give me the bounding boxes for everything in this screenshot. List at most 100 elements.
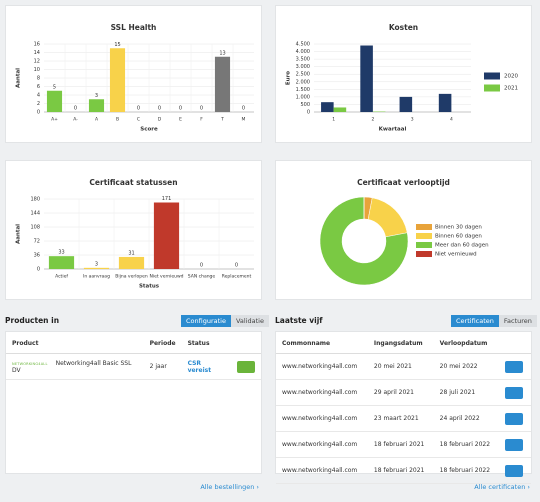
- action-cell: [499, 457, 531, 484]
- y-tick-label: 1.500: [296, 87, 310, 93]
- cell: www.networking4all.com: [276, 353, 368, 380]
- data-label: 0: [200, 263, 203, 269]
- logo: NETWORKING4ALL: [12, 361, 48, 366]
- legend-label: Binnen 60 dagen: [435, 234, 482, 240]
- y-tick-label: 0: [37, 110, 40, 116]
- y-tick-label: 1.000: [296, 94, 310, 100]
- y-tick-label: 8: [37, 76, 40, 82]
- view-button[interactable]: [505, 360, 524, 373]
- column-header: Verloopdatum: [433, 332, 500, 354]
- x-axis-title: Score: [140, 127, 158, 133]
- bar: [399, 96, 413, 112]
- y-tick-label: 3.000: [296, 64, 310, 70]
- legend-swatch: [416, 224, 432, 230]
- view-button[interactable]: [505, 438, 524, 451]
- tab[interactable]: Validatie: [230, 315, 269, 327]
- tabs: Configuratie Validatie: [181, 315, 269, 327]
- x-tick-label: In aanvraag: [83, 274, 110, 280]
- view-button[interactable]: [505, 412, 524, 425]
- chart: Certificaat verlooptijd Binnen 30 dagen Bi…: [319, 178, 489, 286]
- latest-table: Commonname Ingangsdatum Verloopdatum www.ne…: [276, 332, 531, 484]
- legend-label: Binnen 30 dagen: [435, 225, 482, 231]
- table-row: www.networking4all.com 23 maart 2021 24 ap…: [276, 405, 531, 432]
- legend-swatch: [416, 242, 432, 248]
- tab[interactable]: Facturen: [498, 315, 537, 327]
- cell: www.networking4all.com: [276, 379, 368, 406]
- x-tick-label: SAN change: [188, 274, 216, 280]
- data-label: 171: [162, 196, 172, 202]
- header-row: Product Periode Status: [6, 332, 261, 354]
- status-cell: CSR vereist: [181, 353, 231, 380]
- footer-link[interactable]: Alle certificaten ›: [474, 483, 530, 491]
- chart-title: Kosten: [389, 23, 418, 32]
- y-axis-title: Euro: [286, 71, 292, 85]
- bar: [118, 256, 145, 269]
- table-row: NETWORKING4ALL Networking4all Basic SSL D…: [6, 353, 261, 380]
- section-title: Producten in: [5, 316, 60, 325]
- x-tick-label: A: [95, 117, 99, 123]
- edit-button[interactable]: [236, 360, 255, 373]
- products-table: Product Periode Status NETWORKING4ALL Networ…: [6, 332, 261, 380]
- legend-label: 2020: [504, 74, 518, 80]
- action-cell: [499, 405, 531, 432]
- y-tick-label: 2.000: [296, 79, 310, 85]
- column-header: Ingangsdatum: [367, 332, 434, 354]
- data-label: 0: [179, 106, 182, 112]
- x-tick-label: Replacement: [222, 274, 252, 280]
- y-tick-label: 4.500: [296, 42, 310, 48]
- legend-swatch: [484, 72, 500, 80]
- data-label: 3: [95, 261, 98, 267]
- cell: 23 maart 2021: [367, 405, 434, 432]
- y-tick-label: 500: [300, 102, 310, 108]
- bar: [48, 256, 75, 269]
- x-tick-label: B: [116, 117, 119, 123]
- cell: 20 mei 2022: [433, 353, 500, 380]
- data-label: 3: [95, 93, 98, 99]
- y-tick-label: 36: [34, 253, 40, 259]
- data-label: 5: [53, 84, 56, 90]
- bar: [46, 90, 63, 112]
- column-header: Product: [6, 332, 144, 354]
- cell: 18 februari 2022: [433, 457, 500, 484]
- tab[interactable]: Certificaten: [451, 315, 499, 327]
- x-tick-label: F: [200, 117, 203, 123]
- bar: [333, 107, 347, 112]
- products-box: Product Periode Status NETWORKING4ALL Networ…: [5, 331, 262, 474]
- period-cell: 2 jaar: [143, 353, 182, 380]
- x-axis-title: Status: [139, 284, 160, 290]
- x-tick-label: Niet vernieuwd: [149, 274, 183, 280]
- cell: 20 mei 2021: [367, 353, 434, 380]
- view-button[interactable]: [505, 386, 524, 399]
- data-label: 0: [200, 106, 203, 112]
- data-label: 0: [74, 106, 77, 112]
- chart-panel: Certificaat statussen 0 36 72 108 144 180 Aanta…: [5, 160, 262, 300]
- data-label: 0: [137, 106, 140, 112]
- x-tick-label: Bijna verlopen: [115, 274, 148, 280]
- bar: [88, 99, 105, 112]
- x-tick-label: D: [158, 117, 162, 123]
- x-tick-label: 1: [332, 117, 335, 123]
- y-axis-title: Aantal: [16, 224, 22, 244]
- cell: 29 april 2021: [367, 379, 434, 406]
- cell: www.networking4all.com: [276, 457, 368, 484]
- tab[interactable]: Configuratie: [181, 315, 231, 327]
- header-row: Commonname Ingangsdatum Verloopdatum: [276, 332, 531, 354]
- x-tick-label: Actief: [55, 274, 68, 280]
- cell: 18 februari 2021: [367, 457, 434, 484]
- x-axis-title: Kwartaal: [379, 127, 407, 133]
- legend-label: Niet vernieuwd: [435, 252, 477, 258]
- y-tick-label: 3.500: [296, 57, 310, 63]
- y-tick-label: 0: [37, 267, 40, 273]
- y-tick-label: 144: [30, 211, 40, 217]
- x-tick-label: C: [137, 117, 140, 123]
- legend-label: 2021: [504, 86, 518, 92]
- y-axis-title: Aantal: [16, 68, 22, 88]
- pie-slice: [367, 197, 408, 238]
- y-tick-label: 0: [307, 110, 310, 116]
- bar: [360, 45, 373, 113]
- column-header: [499, 332, 531, 354]
- view-button[interactable]: [505, 464, 524, 477]
- table-row: www.networking4all.com 18 februari 2021 18…: [276, 457, 531, 484]
- data-label: 0: [242, 106, 245, 112]
- footer-link[interactable]: Alle bestellingen ›: [200, 483, 259, 491]
